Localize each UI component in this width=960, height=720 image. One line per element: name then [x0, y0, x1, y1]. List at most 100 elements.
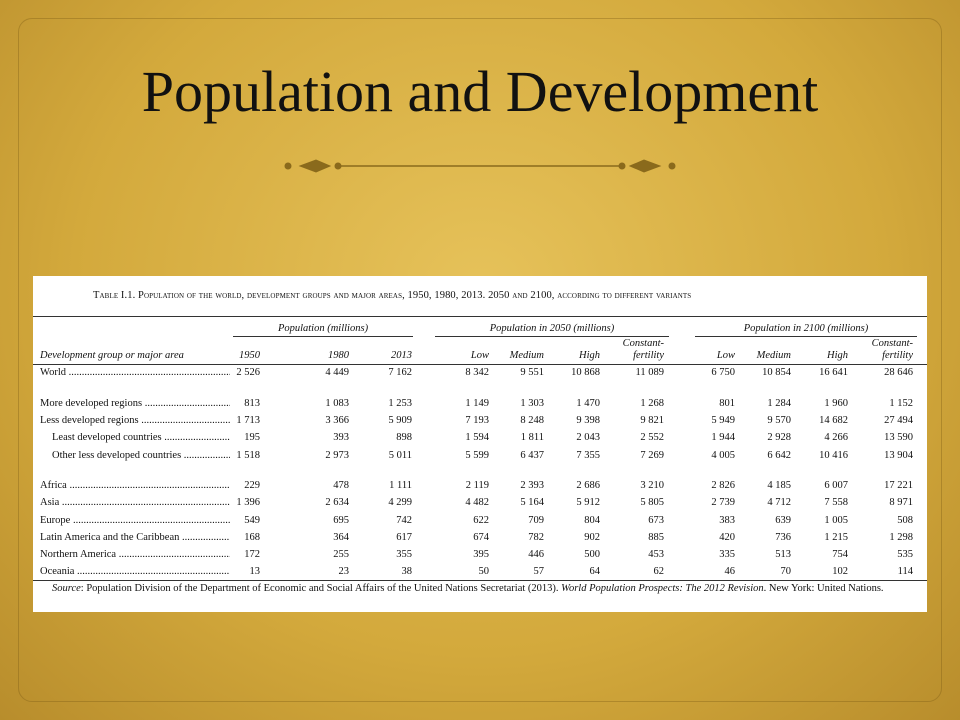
cell: 420: [719, 532, 735, 543]
cell: 885: [648, 532, 664, 543]
cell: 7 162: [388, 367, 412, 378]
cell: 7 193: [465, 415, 489, 426]
cell: 335: [719, 549, 735, 560]
cell: 446: [528, 549, 544, 560]
cell: 13: [249, 566, 261, 577]
row-label: World: [40, 367, 230, 379]
source-text: : Population Division of the Department …: [80, 583, 562, 594]
cell: 500: [584, 549, 600, 560]
cell: 17 221: [884, 480, 913, 491]
cell: 5 909: [388, 415, 412, 426]
group-rule: [695, 336, 917, 337]
cell: 782: [528, 532, 544, 543]
row-label: Latin America and the Caribbean: [40, 532, 230, 544]
cell: 1 944: [711, 432, 735, 443]
cell: 9 570: [767, 415, 791, 426]
column-header: 1980: [328, 350, 349, 361]
cell: 673: [648, 515, 664, 526]
cell: 674: [473, 532, 489, 543]
cell: 1 111: [389, 480, 412, 491]
cell: 102: [832, 566, 848, 577]
row-header: Development group or major area: [40, 350, 184, 361]
cell: 4 449: [325, 367, 349, 378]
cell: 6 642: [767, 450, 791, 461]
cell: 902: [584, 532, 600, 543]
rule: [33, 580, 927, 581]
cell: 46: [724, 566, 736, 577]
cell: 1 253: [388, 398, 412, 409]
cell: 1 152: [889, 398, 913, 409]
cell: 1 284: [767, 398, 791, 409]
group-header: Population (millions): [277, 323, 369, 334]
cell: 549: [244, 515, 260, 526]
cell: 57: [533, 566, 545, 577]
cell: 736: [775, 532, 791, 543]
cell: 2 826: [711, 480, 735, 491]
cell: 3 210: [640, 480, 664, 491]
cell: 13 590: [884, 432, 913, 443]
cell: 4 299: [388, 497, 412, 508]
cell: 695: [333, 515, 349, 526]
cell: 801: [719, 398, 735, 409]
cell: 62: [653, 566, 665, 577]
source-text: Source: [52, 583, 81, 594]
frame: [18, 18, 942, 702]
cell: 1 594: [465, 432, 489, 443]
cell: 16 641: [819, 367, 848, 378]
cell: 23: [338, 566, 350, 577]
cell: 2 552: [640, 432, 664, 443]
cell: 1 470: [576, 398, 600, 409]
cell: 453: [648, 549, 664, 560]
cell: 5 912: [576, 497, 600, 508]
cell: 229: [244, 480, 260, 491]
cell: 395: [473, 549, 489, 560]
cell: 2 043: [576, 432, 600, 443]
cell: 1 215: [824, 532, 848, 543]
cell: 255: [333, 549, 349, 560]
cell: 804: [584, 515, 600, 526]
column-header: High: [827, 350, 848, 361]
rule: [33, 364, 927, 365]
group-header: Population in 2050 (millions): [489, 323, 615, 334]
cell: 1 005: [824, 515, 848, 526]
cell: 2 928: [767, 432, 791, 443]
row-label: Asia: [40, 497, 230, 509]
cell: 1 298: [889, 532, 913, 543]
cell: 1 518: [236, 450, 260, 461]
cell: 7 355: [576, 450, 600, 461]
cell: 2 119: [465, 480, 489, 491]
cell: 535: [897, 549, 913, 560]
cell: 7 558: [824, 497, 848, 508]
cell: 2 634: [325, 497, 349, 508]
cell: 1 268: [640, 398, 664, 409]
group-rule: [233, 336, 413, 337]
table-caption: Table I.1. Population of the world, deve…: [93, 290, 692, 301]
cell: 10 868: [571, 367, 600, 378]
cell: 172: [244, 549, 260, 560]
row-label: Oceania: [40, 566, 230, 578]
cell: 355: [396, 549, 412, 560]
cell: 8 971: [889, 497, 913, 508]
cell: 1 396: [236, 497, 260, 508]
cell: 639: [775, 515, 791, 526]
cell: 754: [832, 549, 848, 560]
cell: 6 007: [824, 480, 848, 491]
row-label: Least developed countries: [52, 432, 230, 444]
cell: 393: [333, 432, 349, 443]
column-header: 1950: [239, 350, 260, 361]
cell: 4 266: [824, 432, 848, 443]
cell: 168: [244, 532, 260, 543]
cell: 383: [719, 515, 735, 526]
cell: 10 416: [819, 450, 848, 461]
row-label: Other less developed countries: [52, 450, 230, 462]
row-label: Europe: [40, 515, 230, 527]
cell: 10 854: [762, 367, 791, 378]
cell: 1 303: [520, 398, 544, 409]
cell: 1 149: [465, 398, 489, 409]
cell: 27 494: [884, 415, 913, 426]
cell: 709: [528, 515, 544, 526]
source-text: . New York: United Nations.: [763, 583, 884, 594]
cell: 478: [333, 480, 349, 491]
cell: 4 482: [465, 497, 489, 508]
